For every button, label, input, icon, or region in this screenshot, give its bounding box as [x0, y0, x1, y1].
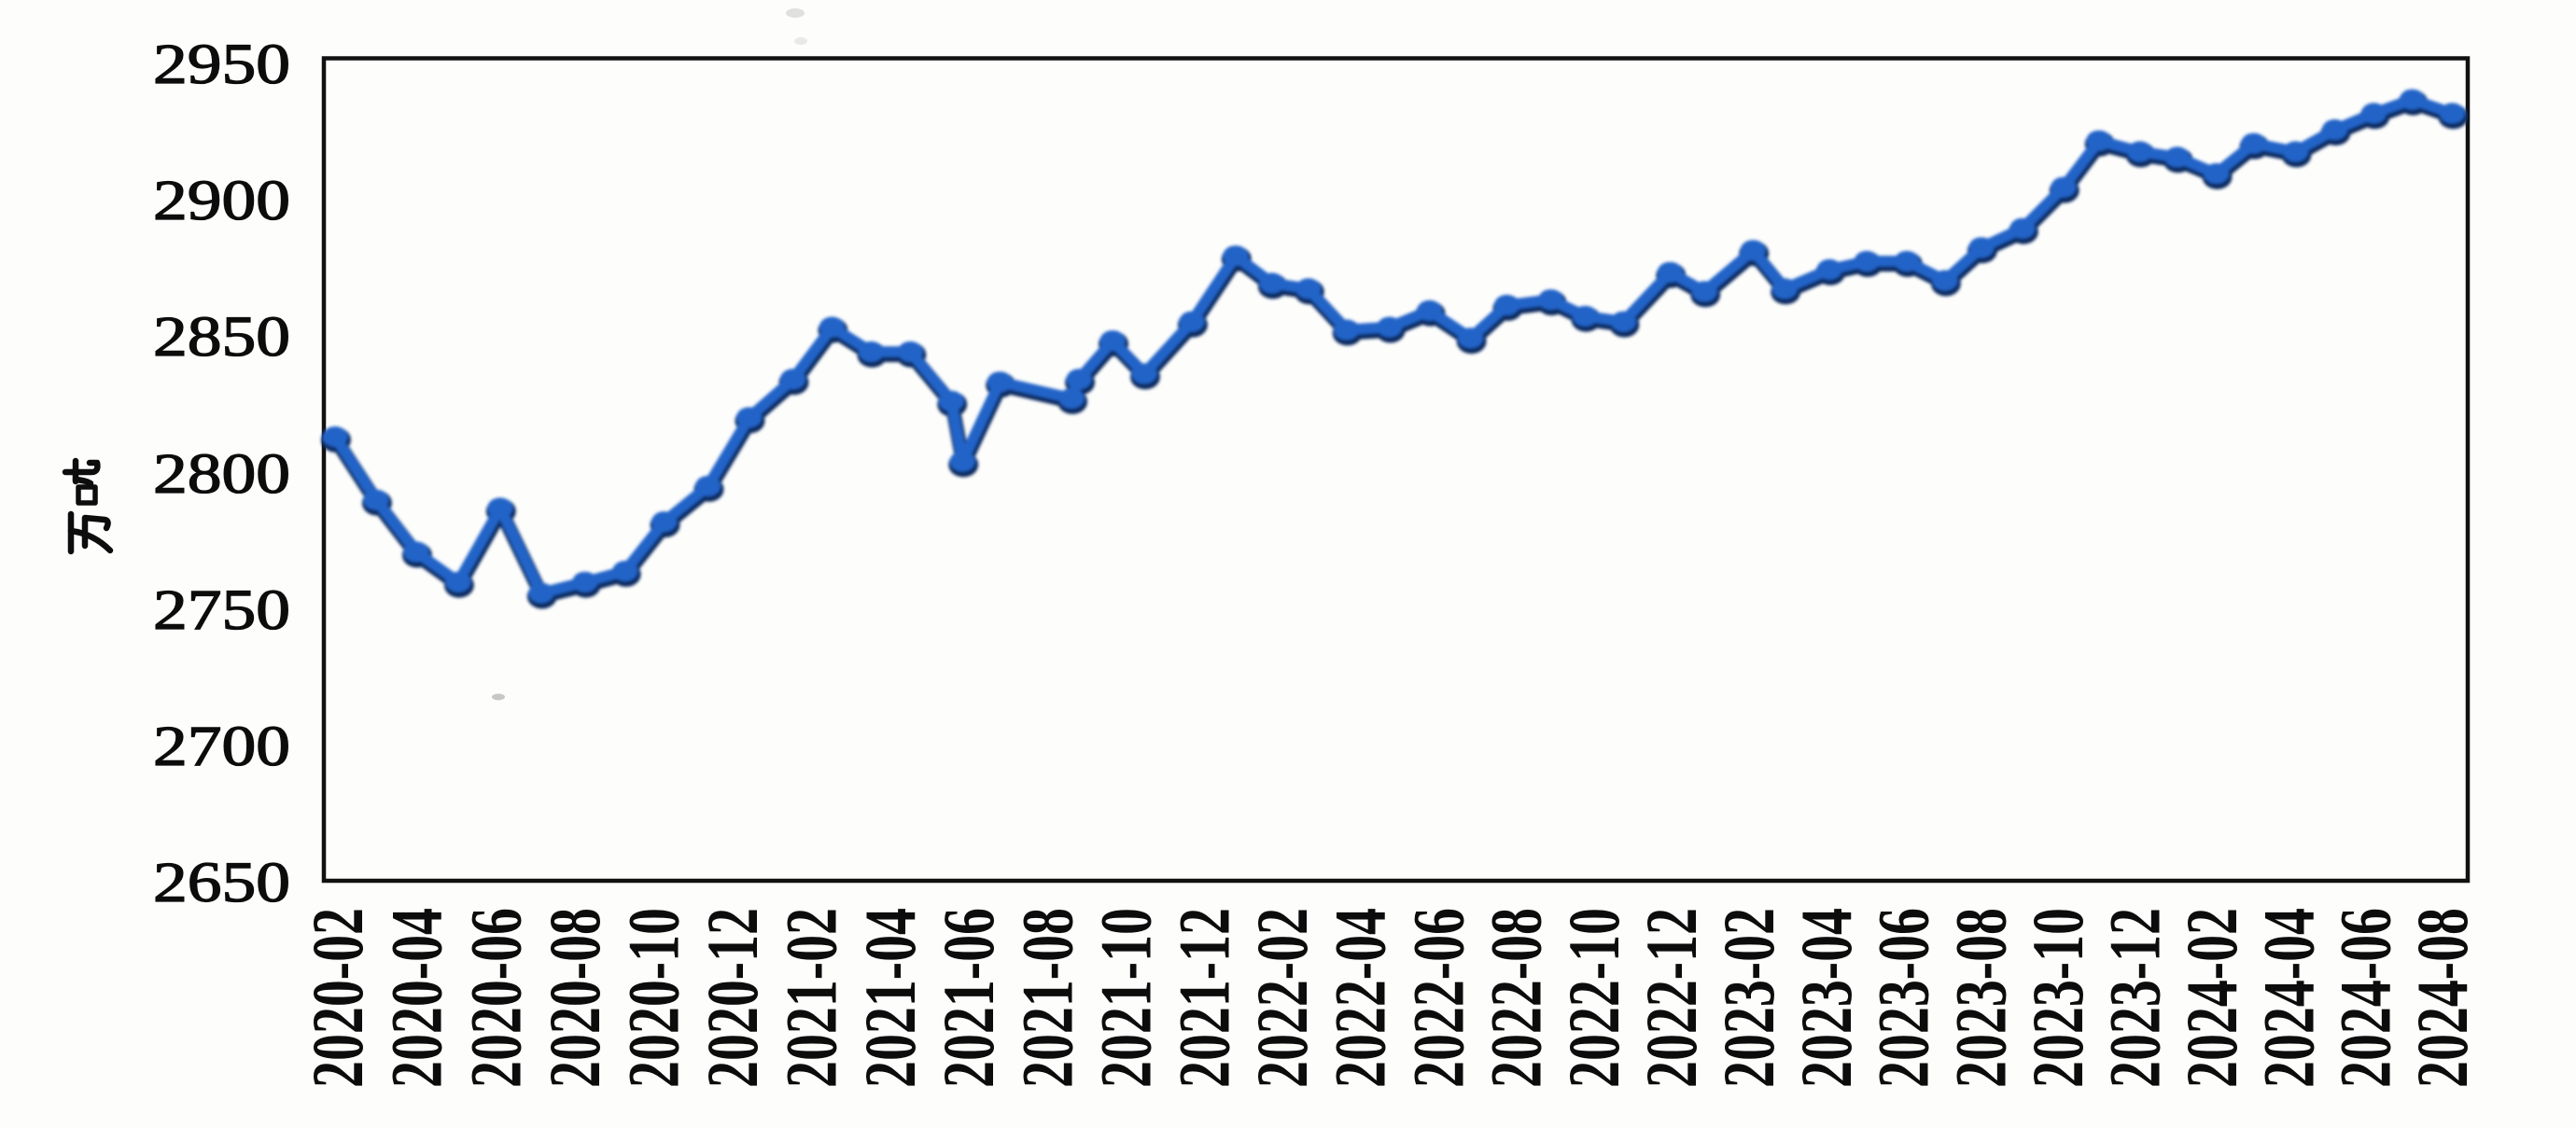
svg-text:2023-02: 2023-02 [1710, 908, 1790, 1088]
svg-text:2023-12: 2023-12 [2095, 908, 2176, 1088]
svg-text:2022-10: 2022-10 [1555, 908, 1635, 1088]
svg-text:2800: 2800 [153, 443, 290, 506]
svg-text:2850: 2850 [153, 306, 290, 369]
svg-text:2022-06: 2022-06 [1399, 908, 1479, 1088]
svg-text:2750: 2750 [153, 579, 290, 642]
svg-text:2021-10: 2021-10 [1086, 908, 1167, 1088]
svg-text:2900: 2900 [153, 170, 290, 232]
svg-text:2020-02: 2020-02 [299, 908, 379, 1088]
svg-text:2021-08: 2021-08 [1008, 908, 1088, 1088]
svg-text:2024-02: 2024-02 [2173, 908, 2253, 1088]
svg-text:2023-04: 2023-04 [1787, 908, 1868, 1088]
svg-text:2020-12: 2020-12 [693, 908, 774, 1088]
svg-text:2650: 2650 [153, 852, 290, 914]
svg-text:2024-06: 2024-06 [2326, 908, 2406, 1088]
svg-text:2020-10: 2020-10 [614, 908, 694, 1088]
svg-text:2021-04: 2021-04 [851, 908, 931, 1088]
svg-text:2020-04: 2020-04 [377, 908, 457, 1088]
svg-text:2023-06: 2023-06 [1864, 908, 1944, 1088]
svg-text:2022-02: 2022-02 [1243, 908, 1323, 1088]
svg-text:2024-08: 2024-08 [2403, 908, 2484, 1088]
svg-text:2023-08: 2023-08 [1941, 908, 2022, 1088]
svg-text:2022-08: 2022-08 [1477, 908, 1557, 1088]
svg-text:2021-02: 2021-02 [772, 908, 852, 1088]
svg-text:2022-12: 2022-12 [1632, 908, 1713, 1088]
svg-text:2020-06: 2020-06 [456, 908, 537, 1088]
svg-text:2024-04: 2024-04 [2249, 908, 2330, 1088]
svg-text:2950: 2950 [153, 34, 290, 96]
svg-text:2021-06: 2021-06 [930, 908, 1010, 1088]
svg-text:2700: 2700 [153, 716, 290, 778]
svg-text:2022-04: 2022-04 [1321, 908, 1401, 1088]
svg-text:2023-10: 2023-10 [2019, 908, 2099, 1088]
svg-text:2020-08: 2020-08 [536, 908, 616, 1088]
svg-text:2021-12: 2021-12 [1165, 908, 1245, 1088]
